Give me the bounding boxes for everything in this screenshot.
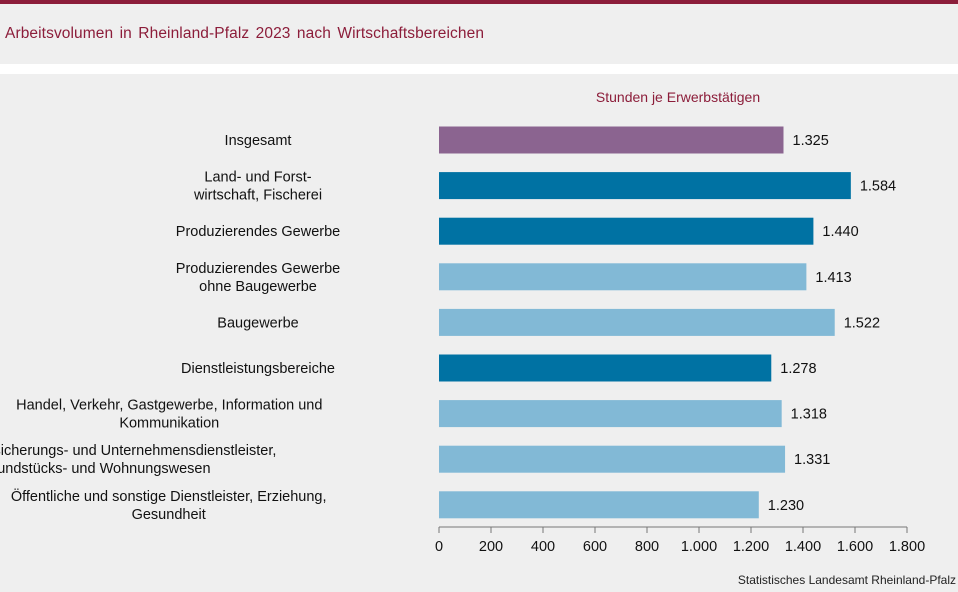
x-tick-label: 400 xyxy=(531,539,555,555)
x-tick-label: 1.000 xyxy=(681,539,717,555)
value-label: 1.522 xyxy=(844,315,880,331)
category-label-line: Öffentliche und sonstige Dienstleister, … xyxy=(11,487,327,505)
bar xyxy=(439,308,835,336)
category-label: Produzierendes Gewerbe ohne Baugewerbe xyxy=(176,261,340,295)
x-tick-label: 200 xyxy=(479,539,503,555)
category-label-line: wirtschaft, Fischerei xyxy=(193,188,322,204)
value-label: 1.278 xyxy=(780,361,816,377)
category-label: Produzierendes Gewerbe xyxy=(176,224,340,240)
category-label-line: Produzierendes Gewerbe xyxy=(176,224,340,240)
value-label: 1.331 xyxy=(794,452,830,468)
category-label-line: ohne Baugewerbe xyxy=(199,279,317,295)
category-label-line: Produzierendes Gewerbe xyxy=(176,261,340,277)
bars-group: 1.325 Insgesamt 1.584 Land- und Forst-wirts… xyxy=(0,126,896,523)
bar xyxy=(439,354,772,382)
value-label: 1.584 xyxy=(860,179,896,195)
bar xyxy=(439,217,814,245)
category-label: Handel, Verkehr, Gastgewerbe, Informatio… xyxy=(16,398,322,432)
category-label-line: Finanz-, Versicherungs- und Unternehmens… xyxy=(0,443,276,459)
x-tick-label: 1.600 xyxy=(837,539,873,555)
category-label-line: Gesundheit xyxy=(132,507,206,523)
x-axis-label: Stunden je Erwerbstätigen xyxy=(596,89,760,105)
x-tick-label: 1.800 xyxy=(889,539,925,555)
category-label-line: Insgesamt xyxy=(225,133,292,149)
category-label: Land- und Forst-wirtschaft, Fischerei xyxy=(193,170,322,204)
category-label-line: Baugewerbe xyxy=(217,315,298,331)
title-band xyxy=(0,4,958,64)
value-label: 1.325 xyxy=(793,133,829,149)
category-label: Dienstleistungsbereiche xyxy=(181,361,335,377)
x-tick-label: 600 xyxy=(583,539,607,555)
top-accent-bar xyxy=(0,0,958,4)
category-label-line: Grundstücks- und Wohnungswesen xyxy=(0,461,211,477)
category-label-line: Handel, Verkehr, Gastgewerbe, Informatio… xyxy=(16,398,322,414)
x-tick-label: 0 xyxy=(435,539,443,555)
category-label-line: Land- und Forst- xyxy=(204,170,311,186)
source-note: Statistisches Landesamt Rheinland-Pfalz xyxy=(737,573,956,587)
bar xyxy=(439,445,786,473)
category-label: Öffentliche und sonstige Dienstleister, … xyxy=(11,487,327,523)
category-label: Baugewerbe xyxy=(217,315,298,331)
category-label: Finanz-, Versicherungs- und Unternehmens… xyxy=(0,443,276,477)
category-label-line: Kommunikation xyxy=(119,416,219,432)
bar xyxy=(439,126,784,154)
category-label-line: Dienstleistungsbereiche xyxy=(181,361,335,377)
bar xyxy=(439,263,807,291)
bar xyxy=(439,491,759,519)
x-tick-label: 1.200 xyxy=(733,539,769,555)
x-tick-label: 800 xyxy=(635,539,659,555)
value-label: 1.440 xyxy=(822,224,858,240)
category-label: Insgesamt xyxy=(225,133,292,149)
x-tick-label: 1.400 xyxy=(785,539,821,555)
bar xyxy=(439,172,851,200)
value-label: 1.413 xyxy=(815,270,851,286)
bar-chart: Stunden je Erwerbstätigen 1.325 Insgesamt… xyxy=(0,89,925,555)
x-axis: 0 200 400 600 800 1.000 1.200 1.400 1.600 1.800 xyxy=(435,526,925,555)
chart-title: Arbeitsvolumen in Rheinland-Pfalz 2023 n… xyxy=(5,25,485,42)
value-label: 1.318 xyxy=(791,407,827,423)
header-separator xyxy=(0,64,958,74)
bar xyxy=(439,400,782,428)
value-label: 1.230 xyxy=(768,498,804,514)
